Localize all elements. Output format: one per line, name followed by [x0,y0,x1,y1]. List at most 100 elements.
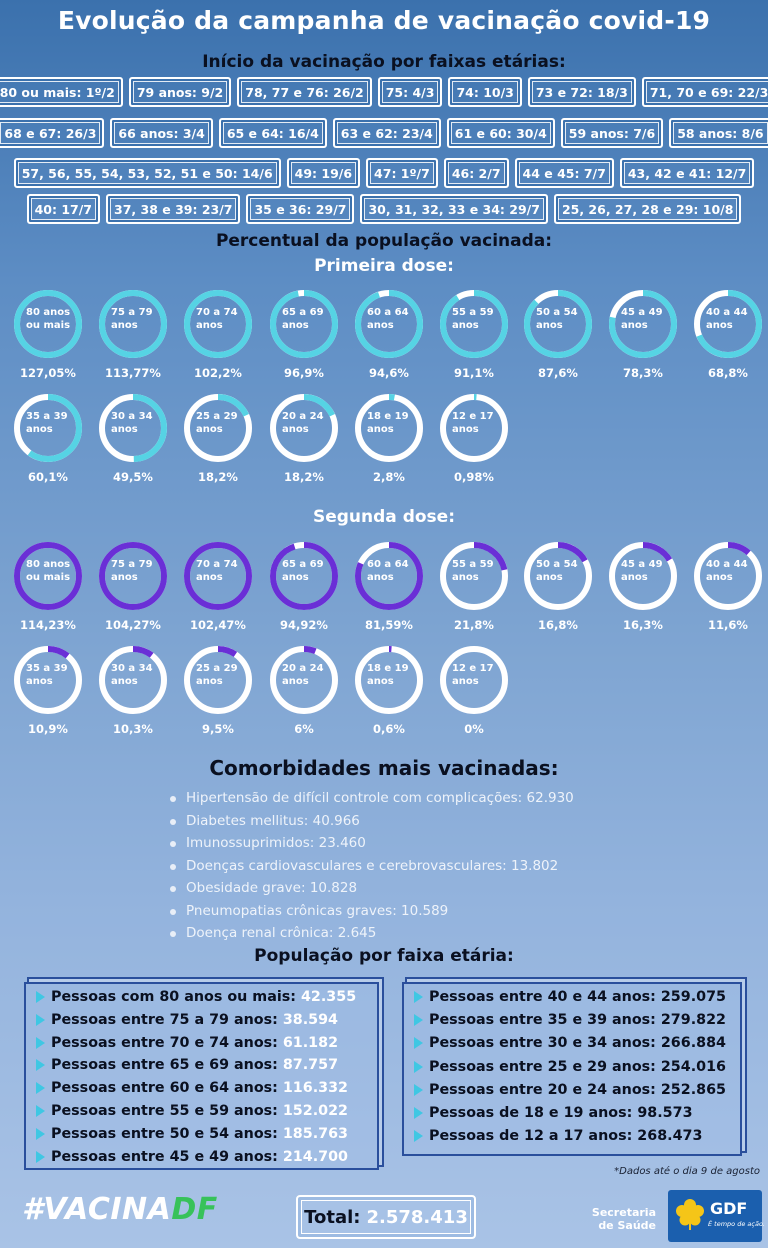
donut-value-arc [14,646,82,714]
coverage-donut: 50 a 54 anos 16,8% [522,540,594,636]
start-date-pill: 73 e 72: 18/3 [527,77,636,107]
percent-label: 113,77% [105,366,161,380]
start-date-pill: 37, 38 e 39: 23/7 [106,194,241,224]
percent-label: 114,23% [20,618,76,632]
coverage-donut: 80 anos ou mais 114,23% [12,540,84,636]
secretaria-logo: Secretaria de Saúde [591,1206,656,1232]
percent-label: 87,6% [538,366,578,380]
population-value: 185.763 [282,1125,348,1142]
start-heading: Início da vacinação por faixas etárias: [202,52,566,72]
population-value: 214.700 [282,1148,348,1165]
start-date-pill: 66 anos: 3/4 [110,118,213,148]
donut-value-arc [355,542,423,610]
percent-label: 102,2% [194,366,242,380]
coverage-donut: 12 e 17 anos 0% [438,644,510,740]
play-triangle-icon [36,1150,45,1163]
population-label: Pessoas entre 20 e 24 anos: [429,1081,661,1098]
population-left-box: Pessoas com 80 anos ou mais: 42.355 Pesso… [24,982,379,1170]
start-date-pill: 43, 42 e 41: 12/7 [619,158,755,188]
age-group-label: 55 a 59 anos [452,307,494,331]
donut-value-arc [99,394,167,462]
play-triangle-icon [414,1107,423,1119]
start-date-pill: 25, 26, 27, 28 e 29: 10/8 [553,194,742,224]
donut-chart [440,290,508,358]
start-date-pill: 63 e 62: 23/4 [332,118,441,148]
donut-chart [609,290,677,358]
coverage-donut: 20 a 24 anos 6% [268,644,340,740]
donut-chart [99,646,167,714]
population-value: 87.757 [282,1057,339,1074]
percent-label: 16,3% [623,618,663,632]
start-date-pill: 49: 19/6 [286,158,361,188]
percent-label: 102,47% [190,618,246,632]
coverage-donut: 40 a 44 anos 68,8% [692,288,764,384]
donut-value-arc [99,290,167,358]
donut-chart [440,646,508,714]
population-label: Pessoas de 12 a 17 anos: [429,1128,638,1145]
donut-chart [184,646,252,714]
population-row: Pessoas entre 30 e 34 anos: 266.884 [414,1032,726,1054]
start-date-pill: 78, 77 e 76: 26/2 [237,77,372,107]
population-label: Pessoas de 18 e 19 anos: [429,1105,638,1121]
percent-label: 6% [294,722,314,736]
age-group-label: 35 a 39 anos [26,663,68,687]
age-group-label: 45 a 49 anos [621,559,663,583]
start-date-pill: 74: 10/3 [448,77,522,107]
start-date-pill: 47: 1º/7 [366,158,438,188]
play-triangle-icon [36,1013,45,1026]
coverage-donut: 75 a 79 anos 113,77% [97,288,169,384]
age-group-label: 60 a 64 anos [367,559,409,583]
coverage-donut: 65 a 69 anos 94,92% [268,540,340,636]
start-date-pill: 44 e 45: 7/7 [514,158,614,188]
coverage-donut: 75 a 79 anos 104,27% [97,540,169,636]
percent-label: 0,98% [454,470,494,484]
play-triangle-icon [36,991,45,1003]
population-row: Pessoas entre 35 e 39 anos: 279.822 [414,1009,726,1031]
population-value: 259.075 [660,989,726,1005]
donut-chart [524,290,592,358]
list-item: Diabetes mellitus: 40.966 [170,811,574,834]
population-row: Pessoas entre 25 e 29 anos: 254.016 [414,1056,726,1078]
play-triangle-icon [414,1083,423,1096]
population-value: 266.884 [660,1035,726,1052]
population-row: Pessoas entre 20 e 24 anos: 252.865 [414,1079,726,1101]
coverage-donut: 40 a 44 anos 11,6% [692,540,764,636]
percent-label: 18,2% [284,470,324,484]
ipe-flower-icon [676,1199,704,1230]
donut-chart [184,290,252,358]
start-date-pill: 40: 17/7 [26,194,100,224]
start-date-pill: 35 e 36: 29/7 [246,194,355,224]
percent-label: 11,6% [708,618,748,632]
donut-value-arc [270,542,338,610]
donut-chart [270,394,338,462]
population-value: 116.332 [282,1080,348,1097]
donut-chart [270,646,338,714]
start-date-row: 80 ou mais: 1º/2 79 anos: 9/2 78, 77 e 76:… [0,77,768,107]
start-date-pill: 80 ou mais: 1º/2 [0,77,123,107]
list-item: Hipertensão de difícil controle com comp… [170,788,574,811]
donut-chart [14,646,82,714]
coverage-donut: 30 a 34 anos 49,5% [97,392,169,488]
play-triangle-icon [414,1060,423,1073]
donut-value-arc [355,646,423,714]
population-label: Pessoas entre 40 e 44 anos: [429,989,661,1005]
donut-chart [355,394,423,462]
donut-chart [440,542,508,610]
population-row: Pessoas entre 65 e 69 anos: 87.757 [36,1054,338,1076]
donut-value-arc [440,394,508,462]
population-label: Pessoas entre 55 e 59 anos: [51,1103,283,1119]
population-label: Pessoas entre 30 e 34 anos: [429,1035,661,1052]
percent-label: 81,59% [365,618,413,632]
start-date-pill: 58 anos: 8/6 [669,118,768,148]
play-triangle-icon [36,1105,45,1117]
donut-value-arc [270,646,338,714]
start-date-row: 40: 17/7 37, 38 e 39: 23/7 35 e 36: 29/7 30… [0,194,768,224]
first-dose-heading: Primeira dose: [314,256,454,276]
population-row: Pessoas entre 60 e 64 anos: 116.332 [36,1077,348,1099]
start-date-pill: 68 e 67: 26/3 [0,118,105,148]
population-row: Pessoas entre 55 e 59 anos: 152.022 [36,1100,348,1122]
age-group-label: 12 e 17 anos [452,663,494,687]
coverage-donut: 45 a 49 anos 78,3% [607,288,679,384]
age-group-label: 80 anos ou mais [26,559,71,583]
population-label: Pessoas entre 50 e 54 anos: [51,1125,283,1142]
